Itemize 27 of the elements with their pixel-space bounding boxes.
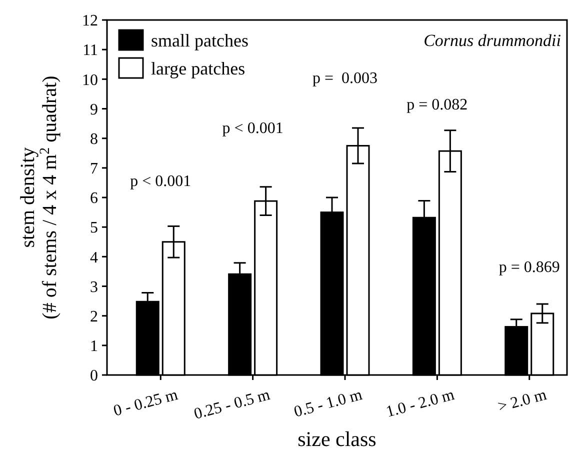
x-tick-label: 0 - 0.25 m xyxy=(112,386,180,420)
y-tick-label: 2 xyxy=(90,308,98,326)
legend-label: large patches xyxy=(151,58,246,78)
y-tick-label: 11 xyxy=(82,42,98,60)
y-tick-label: 1 xyxy=(90,338,98,356)
annotation: Cornus drummondii xyxy=(424,31,562,50)
x-axis-title: size class xyxy=(298,427,376,451)
y-tick-label: 3 xyxy=(90,278,98,296)
y-tick-label: 5 xyxy=(90,220,98,237)
y-tick-label: 9 xyxy=(90,101,98,118)
x-tick-label: 0.25 - 0.5 m xyxy=(192,386,272,423)
y-tick-label: 6 xyxy=(90,190,98,208)
x-tick-label: 1.0 - 2.0 m xyxy=(384,386,457,421)
y-tick-label: 8 xyxy=(90,130,98,148)
annotation: p = 0.003 xyxy=(312,70,378,87)
y-tick-label: 12 xyxy=(82,12,98,30)
y-tick-label: 4 xyxy=(90,249,98,266)
y-tick-label: 0 xyxy=(90,368,98,385)
annotation: p = 0.869 xyxy=(498,259,560,276)
y-tick-label: 7 xyxy=(90,160,98,178)
annotation: p = 0.082 xyxy=(406,96,468,114)
annotation: p < 0.001 xyxy=(130,173,192,190)
y-tick-label: 10 xyxy=(82,72,98,89)
x-tick-label: > 2.0 m xyxy=(496,386,549,416)
legend-label: small patches xyxy=(151,30,248,50)
annotation: p < 0.001 xyxy=(222,120,284,137)
x-tick-label: 0.5 - 1.0 m xyxy=(292,386,365,421)
